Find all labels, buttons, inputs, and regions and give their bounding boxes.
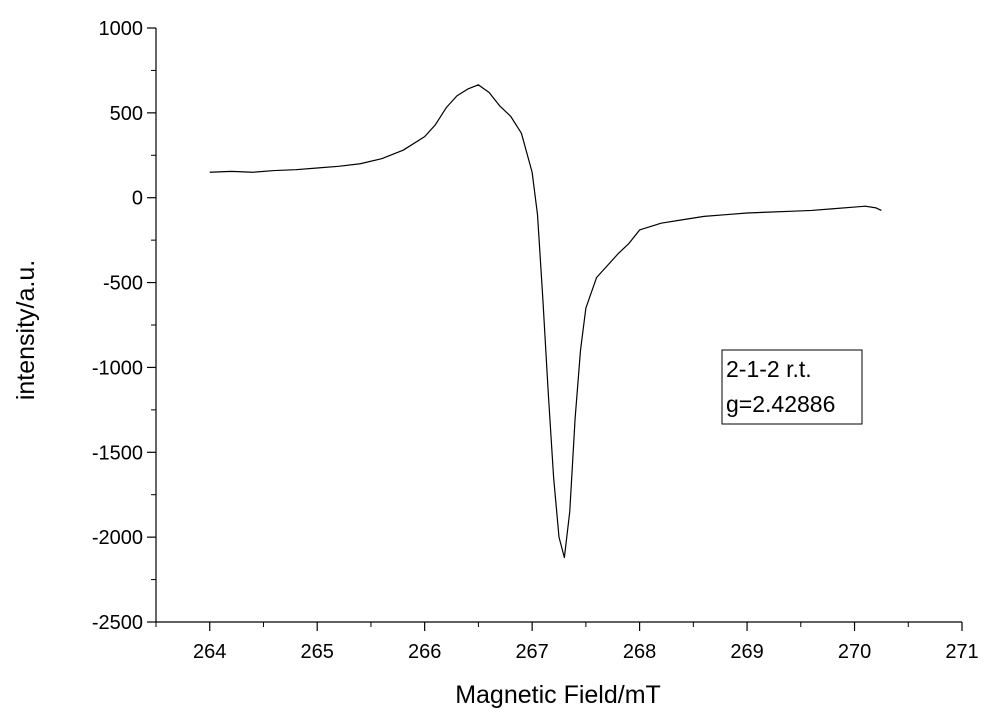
x-tick-label: 267 [515, 641, 548, 663]
legend-line-1: 2-1-2 r.t. [726, 356, 812, 382]
y-tick-label: -2000 [92, 527, 143, 549]
legend-line-2: g=2.42886 [726, 391, 835, 417]
x-tick-label: 271 [945, 641, 978, 663]
y-tick-label: -500 [103, 273, 143, 295]
series-layer [209, 84, 882, 559]
x-tick-label: 265 [301, 641, 334, 663]
y-tick-label: 0 [132, 188, 143, 210]
y-tick-label: -2500 [92, 612, 143, 634]
legend-frame [721, 349, 863, 425]
x-tick-label: 269 [730, 641, 763, 663]
y-tick-label: -1000 [92, 357, 143, 379]
legend-box: 2-1-2 r.t. g=2.42886 [721, 349, 863, 425]
y-tick-label: 1000 [99, 18, 144, 40]
x-tick-label: 266 [408, 641, 441, 663]
y-axis-title: intensity/a.u. [12, 260, 40, 400]
series-line [209, 84, 882, 559]
x-tick-label: 270 [838, 641, 871, 663]
x-axis-title: Magnetic Field/mT [455, 681, 661, 709]
ticks: 264 265 266 267 268 269 270 271 1000 500 0 -500 -100… [92, 18, 979, 663]
x-tick-label: 268 [623, 641, 656, 663]
x-tick-label: 264 [193, 641, 226, 663]
y-tick-label: -1500 [92, 442, 143, 464]
y-tick-label: 500 [110, 103, 143, 125]
